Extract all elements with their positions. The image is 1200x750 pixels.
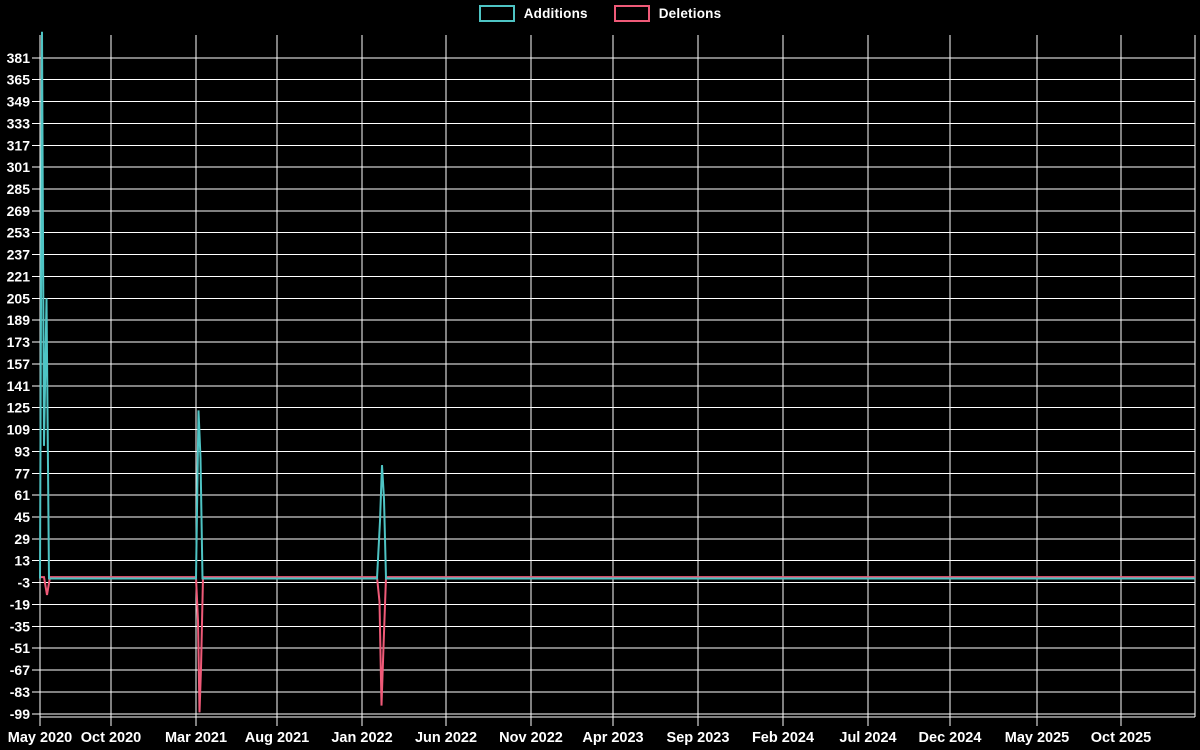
x-tick-label: Nov 2022 (499, 730, 563, 746)
y-tick-label: 285 (7, 181, 31, 197)
legend-label-additions: Additions (523, 6, 588, 21)
y-tick-label: -83 (10, 684, 30, 700)
y-tick-label: 61 (14, 487, 30, 503)
y-tick-label: -19 (10, 596, 30, 612)
y-tick-label: 221 (7, 268, 31, 284)
y-tick-label: 333 (7, 115, 31, 131)
x-tick-label: May 2020 (8, 730, 73, 746)
additions-line (39, 31, 1195, 580)
x-tick-label: Jan 2022 (331, 730, 392, 746)
y-tick-label: -3 (18, 575, 31, 591)
additions-swatch-icon (478, 5, 515, 22)
y-tick-label: 317 (7, 137, 31, 153)
y-tick-label: -51 (10, 640, 30, 656)
x-tick-label: Dec 2024 (919, 730, 982, 746)
x-tick-label: Feb 2024 (752, 730, 814, 746)
y-tick-label: 29 (14, 531, 30, 547)
x-tick-label: Oct 2025 (1091, 730, 1151, 746)
x-tick-label: Jun 2022 (415, 730, 477, 746)
y-tick-label: 253 (7, 225, 31, 241)
y-tick-label: 237 (7, 247, 31, 263)
y-tick-label: 365 (7, 72, 31, 88)
y-tick-label: 141 (7, 378, 31, 394)
legend-label-deletions: Deletions (658, 6, 722, 21)
x-tick-label: Sep 2023 (667, 730, 730, 746)
y-tick-label: 301 (7, 159, 31, 175)
x-tick-label: Oct 2020 (81, 730, 141, 746)
x-tick-label: Apr 2023 (582, 730, 643, 746)
deletions-line (40, 576, 1195, 713)
y-tick-label: 125 (7, 400, 31, 416)
legend-item-deletions[interactable]: Deletions (613, 5, 722, 22)
y-tick-label: 109 (7, 422, 31, 438)
y-tick-label: 45 (14, 509, 30, 525)
y-tick-label: -35 (10, 618, 30, 634)
y-tick-label: 77 (14, 465, 30, 481)
y-tick-label: 13 (14, 553, 30, 569)
x-tick-label: Mar 2021 (165, 730, 227, 746)
x-tick-label: Jul 2024 (839, 730, 896, 746)
x-tick-label: Aug 2021 (245, 730, 309, 746)
y-tick-label: -67 (10, 662, 30, 678)
y-tick-label: 381 (7, 50, 31, 66)
legend-item-additions[interactable]: Additions (478, 5, 588, 22)
y-tick-label: 205 (7, 290, 31, 306)
y-tick-label: 189 (7, 312, 31, 328)
y-tick-label: 173 (7, 334, 31, 350)
y-tick-label: 93 (14, 443, 30, 459)
y-tick-label: 157 (7, 356, 31, 372)
x-tick-label: May 2025 (1005, 730, 1070, 746)
y-tick-label: -99 (10, 706, 30, 722)
y-tick-label: 349 (7, 94, 31, 110)
chart-legend: Additions Deletions (0, 5, 1200, 22)
deletions-swatch-icon (613, 5, 650, 22)
y-tick-label: 269 (7, 203, 31, 219)
